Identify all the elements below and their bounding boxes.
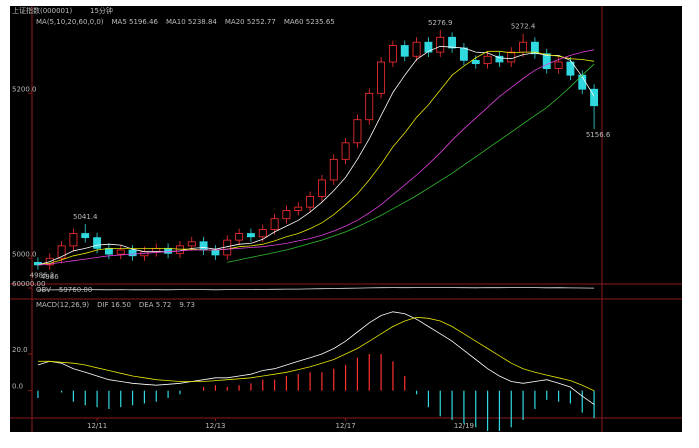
extreme-label: 5041.4 [73, 213, 98, 221]
line-series [227, 63, 595, 263]
candle-body [282, 210, 291, 220]
header-title: 上证指数(000001) [12, 6, 72, 15]
candle-body [81, 233, 90, 239]
pane-title: MA(5,10,20,60,0,0) [36, 18, 104, 26]
candle-body [93, 237, 102, 249]
candle-body [152, 247, 161, 253]
candle-body [448, 36, 457, 49]
y-tick-label: 5200.0 [12, 85, 37, 93]
line-series [37, 49, 595, 266]
candle-body [424, 41, 433, 53]
pane-title: OBV [36, 286, 51, 294]
x-tick-label: 12/17 [335, 422, 355, 430]
legend-entry: DEA 5.72 [139, 301, 171, 309]
candle-body [211, 249, 220, 256]
legend-entry: MA5 5196.46 [112, 18, 159, 26]
candle-body [317, 179, 326, 197]
candle-body [187, 241, 196, 247]
candle-body [353, 119, 362, 144]
background [10, 6, 682, 432]
candle-body [400, 45, 409, 57]
legend-entry: MA20 5252.77 [225, 18, 276, 26]
candle-body [258, 228, 267, 238]
candle-body [530, 41, 539, 55]
candle-body [519, 41, 528, 53]
legend-entry: MA10 5238.84 [166, 18, 217, 26]
extreme-label: 5156.6 [586, 131, 611, 139]
legend-entry: 9.73 [179, 301, 195, 309]
legend-entry: DIF 16.50 [97, 301, 131, 309]
y-tick-label: 20.0 [12, 346, 28, 354]
y-tick-label: 0.0 [12, 383, 23, 391]
candle-body [69, 233, 78, 247]
x-tick-label: 12/11 [87, 422, 107, 430]
candle-body [471, 59, 480, 65]
candle-body [542, 53, 551, 70]
candle-body [235, 233, 244, 241]
header-period: 15分钟 [90, 6, 113, 15]
candle-body [590, 88, 599, 107]
extreme-label: 4986 [41, 273, 59, 281]
candle-body [377, 61, 386, 94]
candle-body [365, 92, 374, 121]
line-series [37, 316, 595, 392]
line-series [37, 287, 595, 291]
candle-body [459, 47, 468, 61]
candle-body [507, 51, 516, 63]
candle-body [566, 61, 575, 76]
candle-body [246, 233, 255, 238]
y-tick-label: 5000.0 [12, 250, 37, 258]
candle-body [412, 41, 421, 57]
extreme-label: 5272.4 [511, 23, 536, 31]
x-tick-label: 12/13 [205, 422, 225, 430]
candle-body [329, 158, 338, 181]
candle-body [483, 55, 492, 65]
pane-title: MACD(12,26,9) [36, 301, 89, 309]
line-series [37, 311, 595, 405]
x-tick-label: 12/19 [454, 422, 474, 430]
candle-body [128, 249, 137, 257]
candle-body [554, 61, 563, 70]
candle-body [436, 36, 445, 53]
candle-body [294, 206, 303, 211]
candle-body [495, 55, 504, 63]
line-series [37, 50, 595, 266]
candle-body [164, 247, 173, 254]
candle-body [116, 249, 125, 255]
extreme-label: 5276.9 [428, 19, 453, 27]
extreme-label: 4986.2 [30, 272, 55, 280]
candle-body [175, 245, 184, 254]
candle-body [388, 45, 397, 63]
legend-entry: MA60 5235.65 [284, 18, 335, 26]
y-tick-label: 60000.00 [12, 280, 45, 288]
pane-value: 59760.00 [59, 286, 92, 294]
candle-body [306, 196, 315, 208]
candle-body [57, 245, 66, 259]
candle-body [270, 218, 279, 230]
candle-body [104, 247, 113, 255]
candle-body [199, 241, 208, 251]
candle-body [341, 142, 350, 160]
